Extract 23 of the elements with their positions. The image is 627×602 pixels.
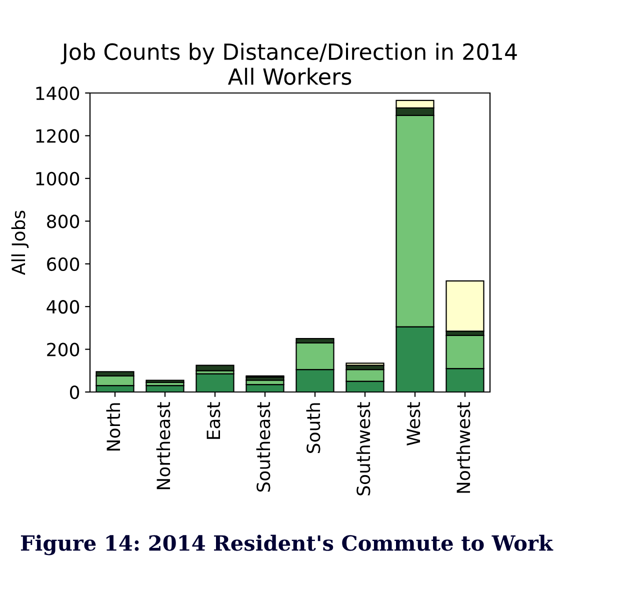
x-tick-label: West xyxy=(406,402,420,446)
x-tick-label: South xyxy=(306,403,320,454)
x-tick-label: North xyxy=(106,403,120,450)
bar xyxy=(446,280,484,332)
bar xyxy=(146,380,184,383)
caption: Figure 14: 2014 Resident's Commute to Work xyxy=(20,534,554,556)
y-axis-title: All Jobs xyxy=(11,210,29,276)
y-tick-label: 200 xyxy=(47,342,80,356)
y-tick-label: 1000 xyxy=(36,172,80,186)
x-tick-label: Northeast xyxy=(156,402,170,490)
y-tick-label: 0 xyxy=(70,385,80,400)
bar xyxy=(346,362,384,366)
y-tick-label: 400 xyxy=(46,300,80,314)
y-tick-label: 800 xyxy=(47,214,80,228)
chart-title: Job Counts by Distance/Direction in 2014 All Workers xyxy=(60,42,517,85)
y-tick-label: 600 xyxy=(47,257,80,271)
x-tick-label: East xyxy=(206,402,220,439)
x-tick-label: Southwest xyxy=(356,402,370,496)
x-tick-label: Northwest xyxy=(456,402,470,493)
y-tick-label: 1200 xyxy=(36,129,80,143)
y-tick-label: 1400 xyxy=(36,86,80,100)
bar xyxy=(196,364,234,372)
x-tick-label: Southeast xyxy=(256,402,270,492)
